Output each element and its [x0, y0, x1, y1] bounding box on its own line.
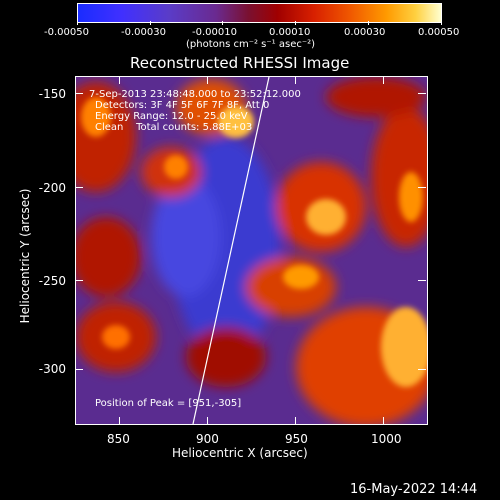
colorbar-tick [441, 21, 442, 25]
footer-date: 16-May-2022 14:44 [350, 482, 478, 497]
annotation-clean: Clean Total counts: 5.88E+03 [95, 122, 253, 133]
y-tick-label: -250 [38, 274, 66, 288]
annotation-detectors: Detectors: 3F 4F 5F 6F 7F 8F, Att 0 [95, 100, 270, 111]
x-axis-title: Heliocentric X (arcsec) [172, 446, 308, 460]
rhessi-image: 7-Sep-2013 23:48:48.000 to 23:52:12.000 … [75, 76, 428, 425]
colorbar-ticks [77, 21, 442, 25]
plot-title: Reconstructed RHESSI Image [130, 54, 350, 72]
annotation-energy: Energy Range: 12.0 - 25.0 keV [95, 111, 248, 122]
colorbar-tick-label: 0.00030 [344, 27, 386, 38]
solar-limb-line [192, 77, 270, 424]
x-tick-label: 950 [285, 432, 308, 446]
x-tick-label: 1000 [371, 432, 402, 446]
colorbar-tick [295, 21, 296, 25]
colorbar-tick-label: -0.00030 [121, 27, 166, 38]
x-tick-label: 850 [107, 432, 130, 446]
emission-regions [76, 77, 427, 424]
colorbar-tick [77, 21, 78, 25]
colorbar-tick-label: -0.00010 [192, 27, 237, 38]
colorbar-tick-label: -0.00050 [44, 27, 89, 38]
y-tick-label: -300 [38, 362, 66, 376]
colorbar-tick-label: 0.00010 [269, 27, 311, 38]
colorbar [77, 3, 442, 23]
y-tick-label: -200 [38, 181, 66, 195]
annotation-peak: Position of Peak = [951,-305] [95, 398, 242, 409]
y-axis-title: Heliocentric Y (arcsec) [18, 188, 32, 324]
colorbar-tick-label: 0.00050 [418, 27, 460, 38]
colorbar-tick [150, 21, 151, 25]
colorbar-units: (photons cm⁻² s⁻¹ asec⁻²) [186, 39, 316, 50]
x-tick-label: 900 [196, 432, 219, 446]
bright-cores [81, 97, 427, 387]
colorbar-tick [368, 21, 369, 25]
colorbar-tick [222, 21, 223, 25]
y-tick-label: -150 [38, 87, 66, 101]
image-map [76, 77, 427, 424]
annotation-time: 7-Sep-2013 23:48:48.000 to 23:52:12.000 [89, 89, 301, 100]
